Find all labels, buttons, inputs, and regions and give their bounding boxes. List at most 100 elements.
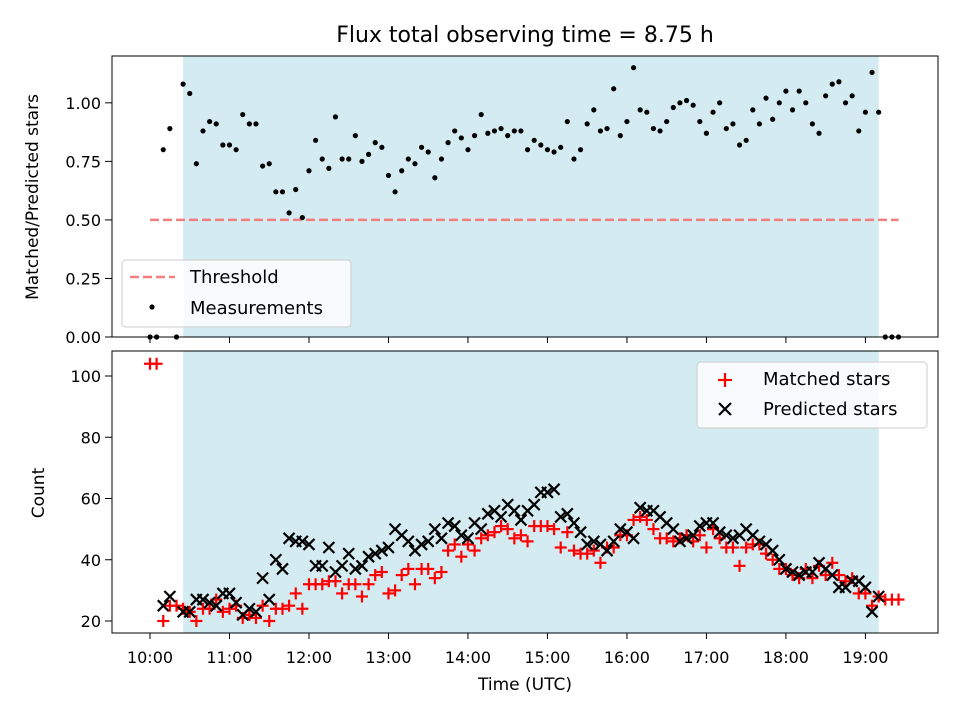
- measurement-point: [736, 142, 743, 148]
- predicted-star-point: [554, 510, 567, 524]
- measurement-point: [544, 147, 551, 153]
- predicted-star-point: [567, 516, 581, 530]
- predicted-star-point: [865, 605, 879, 619]
- ratio-y-tick-label: 0.50: [65, 211, 101, 230]
- matched-star-point: [395, 569, 408, 582]
- measurement-point: [385, 172, 392, 179]
- count-x-tick-label: 10:00: [127, 648, 173, 667]
- predicted-star-point: [402, 535, 415, 548]
- matched-star-point: [355, 590, 368, 603]
- ratio-y-ticks: 0.00 0.25 0.50 0.75 1.00: [65, 94, 112, 347]
- matched-star-point: [455, 550, 468, 563]
- predicted-star-point: [587, 535, 601, 548]
- matched-star-point: [587, 544, 600, 557]
- measurement-point: [611, 86, 617, 92]
- measurement-point: [452, 128, 458, 134]
- matched-star-point: [428, 572, 441, 585]
- ratio-y-axis-label: Matched/Predicted stars: [23, 94, 43, 300]
- measurement-point: [650, 125, 657, 132]
- measurement-point: [776, 100, 782, 106]
- predicted-star-point: [481, 507, 495, 521]
- measurement-point: [869, 69, 875, 75]
- measurement-point: [690, 102, 696, 108]
- measurement-point: [624, 118, 630, 125]
- measurement-point: [604, 125, 610, 132]
- predicted-star-point: [726, 532, 740, 545]
- measurement-point: [425, 149, 431, 155]
- measurement-point: [379, 144, 385, 150]
- measurement-point: [756, 121, 763, 127]
- matched-star-point: [170, 599, 183, 612]
- measurement-point: [591, 107, 597, 113]
- matched-star-point: [289, 587, 302, 600]
- matched-star-point: [435, 566, 448, 578]
- matched-star-point: [223, 602, 236, 615]
- measurement-point: [293, 186, 299, 193]
- measurement-point: [498, 125, 504, 132]
- predicted-star-point: [342, 547, 356, 560]
- matched-star-point: [839, 575, 852, 588]
- matched-star-point: [495, 520, 508, 533]
- predicted-star-point: [243, 602, 256, 616]
- matched-star-point: [481, 529, 494, 542]
- predicted-star-point: [766, 544, 779, 557]
- measurement-point: [677, 100, 683, 106]
- measurement-point: [193, 161, 199, 167]
- measurement-point: [458, 135, 464, 141]
- measurement-point: [392, 189, 398, 195]
- predicted-star-point: [421, 535, 435, 548]
- predicted-star-point: [706, 516, 720, 530]
- count-x-tick-label: 19:00: [842, 648, 888, 667]
- matched-star-point: [276, 602, 289, 615]
- matched-stars-points: [144, 357, 905, 627]
- predicted-star-point: [693, 519, 707, 533]
- ratio-y-tick-label: 0.25: [65, 269, 101, 288]
- predicted-star-point: [282, 532, 296, 545]
- count-y-axis-label: Count: [29, 467, 49, 518]
- measurement-point: [558, 144, 564, 150]
- predicted-star-point: [527, 498, 541, 511]
- count-x-tick-label: 16:00: [604, 648, 650, 667]
- measurement-point: [200, 128, 206, 134]
- measurement-point: [478, 111, 484, 118]
- count-x-tick-label: 11:00: [206, 648, 252, 667]
- measurement-point: [577, 147, 584, 153]
- count-x-tick-label: 17:00: [683, 648, 729, 667]
- count-y-tick-label: 40: [81, 551, 101, 570]
- matched-star-point: [375, 566, 388, 578]
- legend-matched-swatch: [718, 373, 732, 387]
- predicted-star-point: [627, 532, 640, 545]
- matched-star-point: [508, 532, 521, 545]
- count-legend: Matched stars Predicted stars: [696, 361, 928, 429]
- measurement-point: [279, 189, 286, 195]
- matched-star-point: [283, 599, 296, 612]
- measurement-point: [816, 130, 822, 136]
- measurement-point: [240, 111, 246, 118]
- matched-star-point: [766, 553, 779, 566]
- matched-star-point: [660, 532, 673, 545]
- measurement-point: [505, 133, 511, 139]
- predicted-star-point: [494, 510, 508, 524]
- measurement-point: [359, 158, 365, 164]
- predicted-star-point: [375, 544, 389, 557]
- measurement-point: [710, 109, 716, 115]
- predicted-star-point: [368, 547, 382, 560]
- predicted-star-point: [786, 565, 799, 579]
- measurement-point: [584, 121, 590, 127]
- count-x-ticks: 10:00 11:00 12:00 13:00 14:00 15:00 16:00 17:00…: [127, 633, 888, 667]
- count-y-tick-label: 60: [81, 490, 101, 509]
- predicted-star-point: [561, 507, 574, 521]
- matched-star-point: [362, 578, 375, 591]
- measurement-point: [783, 88, 789, 94]
- measurement-point: [445, 140, 451, 146]
- measurement-point: [412, 161, 418, 167]
- matched-star-point: [150, 357, 163, 370]
- measurement-point: [644, 109, 650, 115]
- predicted-star-point: [680, 532, 693, 545]
- measurement-point: [286, 210, 292, 216]
- measurement-point: [226, 142, 233, 148]
- matched-star-point: [442, 544, 455, 557]
- matched-star-point: [190, 615, 203, 627]
- measurement-point: [207, 118, 213, 125]
